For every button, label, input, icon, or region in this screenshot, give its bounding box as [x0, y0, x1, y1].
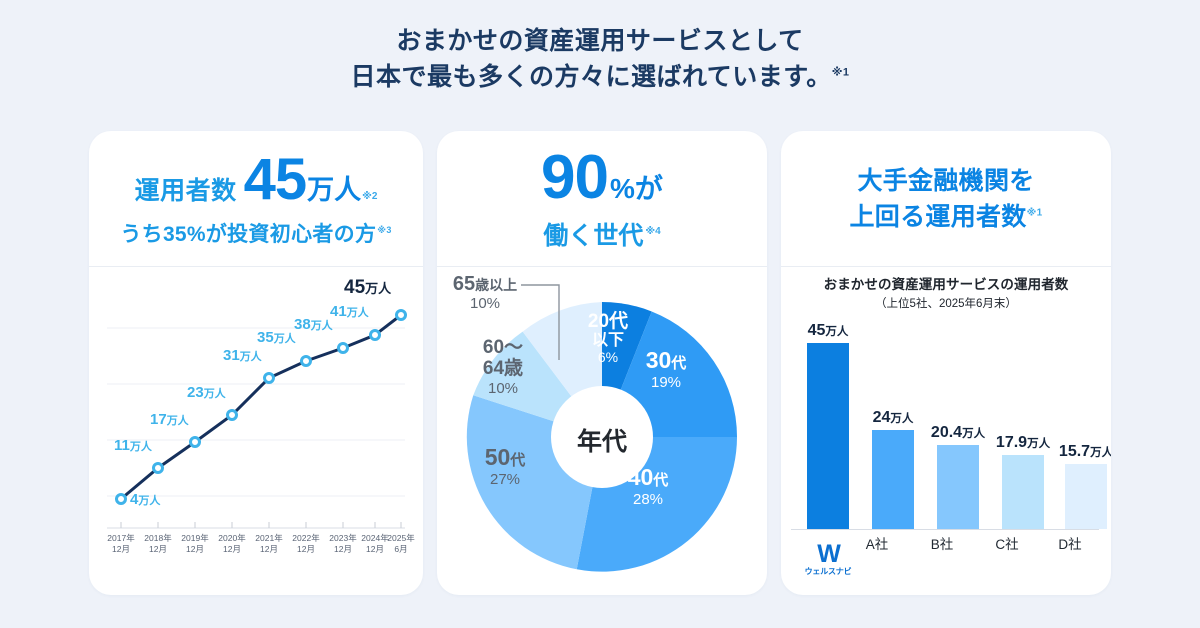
card-users-subline: うち35%が投資初心者の方※3: [120, 218, 391, 248]
donut-label-40s: 40代 28%: [627, 464, 669, 508]
bar-category-b: B社: [930, 537, 954, 552]
point-label-8: 45万人: [344, 277, 392, 298]
users-line-chart-svg: [107, 309, 407, 529]
point-label-1: 11万人: [114, 437, 152, 454]
rank-chart-title-block: おまかせの資産運用サービスの運用者数 （上位5社、2025年6月末）: [781, 273, 1111, 311]
card-generation-header: 90 % が 働く世代 ※4: [437, 131, 767, 267]
bar-company-c: 17.9万人: [996, 434, 1050, 529]
bar-value-wealthnavi: 45万人: [807, 322, 849, 339]
donut-label-60to64: 60〜 64歳 10%: [482, 337, 524, 397]
donut-hole: [551, 386, 653, 488]
x-tick-label-8: 2025年 6月: [387, 533, 415, 554]
card-rank-footnote: ※1: [1026, 207, 1043, 219]
donut-label-20s: 20代 以下 6%: [587, 311, 629, 366]
chart-x-ticks: [120, 522, 402, 528]
headline-line-2: 日本で最も多くの方々に選ばれています。※1: [0, 60, 1200, 96]
bar-chart-bars: 45万人 24万人 20.4万人 17.9万人 15.7万人: [797, 322, 1111, 529]
card-generation-headline: 90 % が: [541, 142, 663, 212]
chart-gridlines: [107, 327, 405, 497]
bar-company-d: 15.7万人: [1059, 443, 1111, 529]
bar-company-b: 20.4万人: [931, 424, 985, 529]
donut-center-label: 年代: [576, 428, 627, 456]
stat-cards: 運用者数 45 万人 ※2 うち35%が投資初心者の方※3: [89, 131, 1111, 595]
wealthnavi-logo-text: ウェルスナビ: [804, 567, 852, 576]
point-label-4: 31万人: [223, 347, 262, 364]
card-rank-header: 大手金融機関を 上回る運用者数※1: [781, 131, 1111, 267]
card-users-big-number: 45: [243, 146, 308, 212]
card-users: 運用者数 45 万人 ※2 うち35%が投資初心者の方※3: [89, 131, 423, 595]
card-users-subline-text: うち35%が投資初心者の方: [120, 222, 377, 246]
wealthnavi-logo: W ウェルスナビ: [789, 539, 867, 578]
bar-category-a: A社: [865, 537, 889, 552]
headline-line-1: おまかせの資産運用サービスとして: [396, 27, 804, 55]
page-title: おまかせの資産運用サービスとして 日本で最も多くの方々に選ばれています。※1: [0, 24, 1200, 95]
bar-wealthnavi: 45万人: [807, 322, 849, 529]
users-line-chart: 4万人 11万人 17万人 23万人 31万人 35万人 38万人 41万人 4…: [89, 267, 423, 595]
leader-line-65plus: [521, 284, 560, 360]
bar-category-c: C社: [995, 537, 1019, 552]
point-label-2: 17万人: [150, 411, 189, 428]
donut-label-50s: 50代 27%: [484, 444, 526, 488]
card-generation-footnote: ※4: [645, 226, 661, 238]
bar-value-company-d: 15.7万人: [1058, 443, 1111, 460]
card-generation-particle: が: [634, 172, 663, 204]
card-users-label: 運用者数: [134, 176, 237, 205]
generation-donut-svg: [466, 284, 737, 572]
wealthnavi-w-mark: W: [817, 539, 841, 568]
card-rank-headline-line-2: 上回る運用者数※1: [849, 203, 1043, 231]
card-rank-headline: 大手金融機関を 上回る運用者数※1: [850, 163, 1043, 236]
rank-chart-subtitle: （上位5社、2025年6月末）: [875, 298, 1017, 310]
headline-footnote: ※1: [831, 66, 850, 79]
bar-category-d: D社: [1058, 537, 1082, 552]
card-rank-headline-line-1: 大手金融機関を: [857, 166, 1035, 195]
x-tick-label-6: 2023年 12月: [329, 533, 357, 554]
bar-company-a: 24万人: [872, 409, 914, 529]
bar-chart-baseline: [791, 529, 1099, 530]
card-users-subline-footnote: ※3: [377, 224, 392, 235]
rank-bar-chart: おまかせの資産運用サービスの運用者数 （上位5社、2025年6月末） 45万人 …: [781, 267, 1111, 595]
donut-label-30s: 30代 19%: [645, 347, 687, 391]
point-label-7: 41万人: [330, 303, 369, 320]
x-tick-label-0: 2017年 12月: [107, 533, 135, 554]
card-rank: 大手金融機関を 上回る運用者数※1 おまかせの資産運用サービスの運用者数 （上位…: [781, 131, 1111, 595]
x-tick-label-2: 2019年 12月: [181, 533, 209, 554]
point-label-5: 35万人: [257, 329, 296, 346]
point-label-3: 23万人: [187, 384, 226, 401]
card-users-header: 運用者数 45 万人 ※2 うち35%が投資初心者の方※3: [89, 131, 423, 267]
bar-value-company-b: 20.4万人: [930, 424, 986, 441]
x-tick-label-4: 2021年 12月: [255, 533, 283, 554]
card-users-footnote: ※2: [362, 190, 378, 202]
bar-value-company-c: 17.9万人: [995, 434, 1051, 451]
chart-data-points: [115, 309, 407, 505]
card-users-headline: 運用者数 45 万人 ※2: [134, 146, 378, 212]
card-generation-subline-text: 働く世代: [543, 221, 644, 250]
generation-donut-chart: 年代 65歳以上 10% 60〜 64歳 10% 50代 27%: [437, 267, 767, 595]
card-generation-big-number: 90: [541, 142, 609, 212]
x-tick-label-7: 2024年 12月: [361, 533, 389, 554]
donut-label-65plus: 65歳以上 10%: [452, 273, 518, 313]
card-generation: 90 % が 働く世代 ※4: [437, 131, 767, 595]
x-tick-label-5: 2022年 12月: [292, 533, 320, 554]
bar-value-company-a: 24万人: [872, 409, 914, 426]
point-label-0: 4万人: [130, 491, 161, 508]
rank-chart-title: おまかせの資産運用サービスの運用者数: [823, 277, 1069, 292]
card-generation-subline: 働く世代 ※4: [543, 216, 660, 252]
x-tick-label-1: 2018年 12月: [144, 533, 172, 554]
headline-line-2-text: 日本で最も多くの方々に選ばれています。: [350, 62, 832, 91]
x-tick-label-3: 2020年 12月: [218, 533, 246, 554]
point-label-6: 38万人: [294, 316, 333, 333]
card-users-unit: 万人: [307, 174, 362, 205]
card-generation-percent-sign: %: [610, 172, 635, 204]
